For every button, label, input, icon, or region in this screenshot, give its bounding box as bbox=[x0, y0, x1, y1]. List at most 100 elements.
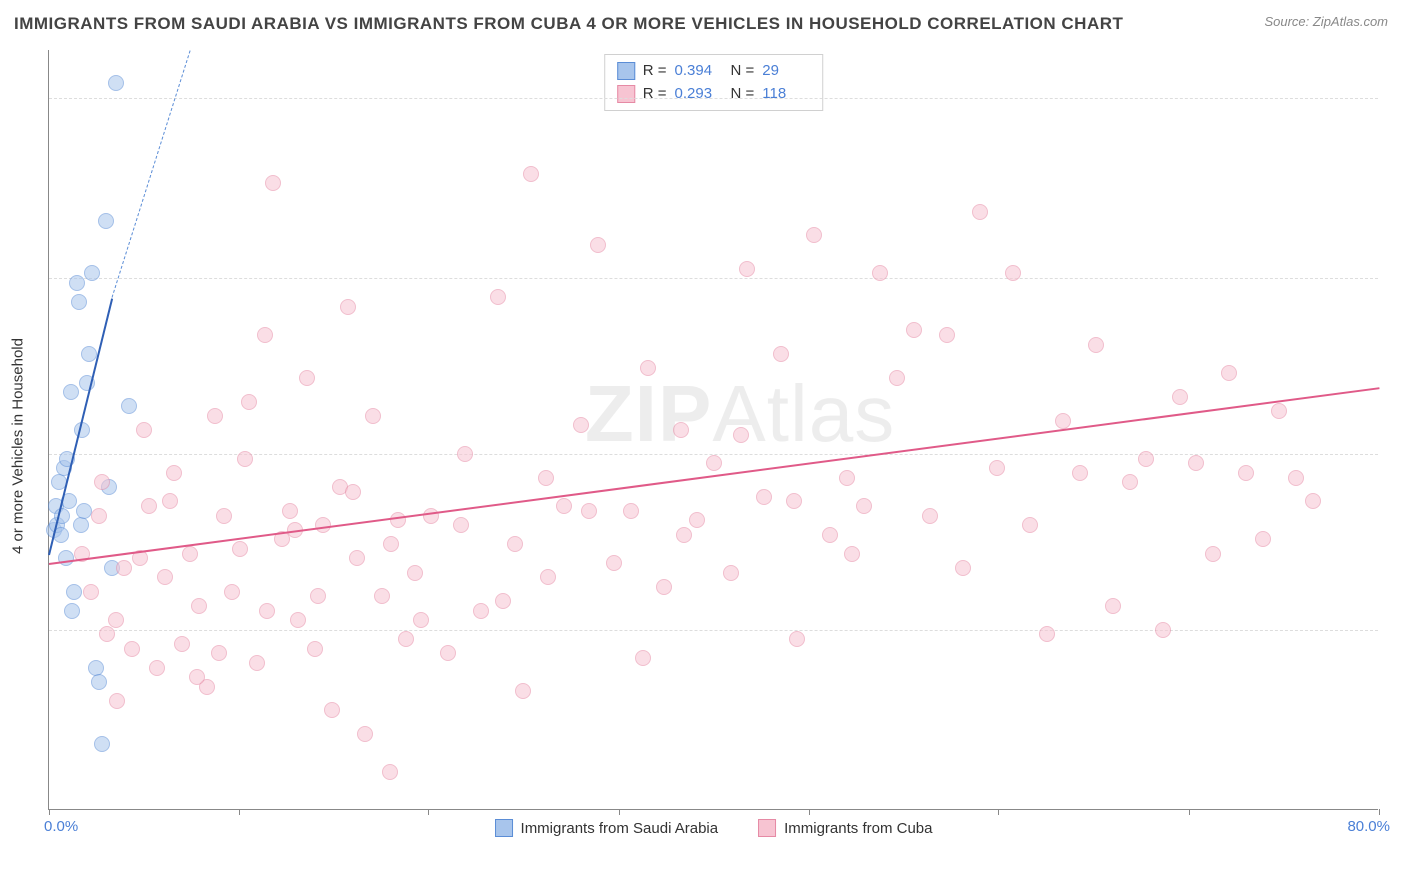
data-point-cuba bbox=[739, 261, 755, 277]
r-label: R = bbox=[643, 60, 667, 83]
data-point-cuba bbox=[149, 660, 165, 676]
trend-dash-saudi bbox=[112, 50, 191, 297]
data-point-cuba bbox=[116, 560, 132, 576]
legend-stats-row-saudi: R = 0.394 N = 29 bbox=[617, 60, 811, 83]
data-point-cuba bbox=[136, 422, 152, 438]
data-point-cuba bbox=[689, 512, 705, 528]
data-point-cuba bbox=[1138, 451, 1154, 467]
data-point-cuba bbox=[822, 527, 838, 543]
data-point-cuba bbox=[457, 446, 473, 462]
data-point-cuba bbox=[723, 565, 739, 581]
legend-item-saudi: Immigrants from Saudi Arabia bbox=[495, 819, 719, 837]
data-point-cuba bbox=[635, 650, 651, 666]
watermark-thin: Atlas bbox=[712, 369, 895, 458]
data-point-saudi bbox=[121, 398, 137, 414]
data-point-cuba bbox=[495, 593, 511, 609]
data-point-cuba bbox=[1305, 493, 1321, 509]
data-point-cuba bbox=[398, 631, 414, 647]
r-label: R = bbox=[643, 83, 667, 106]
data-point-cuba bbox=[515, 683, 531, 699]
legend-stats-row-cuba: R = 0.293 N = 118 bbox=[617, 83, 811, 106]
n-value-cuba: 118 bbox=[762, 83, 810, 106]
data-point-cuba bbox=[581, 503, 597, 519]
data-point-cuba bbox=[407, 565, 423, 581]
data-point-cuba bbox=[733, 427, 749, 443]
data-point-cuba bbox=[1288, 470, 1304, 486]
data-point-cuba bbox=[706, 455, 722, 471]
data-point-cuba bbox=[1088, 337, 1104, 353]
data-point-cuba bbox=[939, 327, 955, 343]
y-tick-label: 11.2% bbox=[1388, 270, 1406, 287]
data-point-cuba bbox=[955, 560, 971, 576]
data-point-cuba bbox=[623, 503, 639, 519]
legend-stats-box: R = 0.394 N = 29 R = 0.293 N = 118 bbox=[604, 54, 824, 111]
gridline-h bbox=[49, 278, 1378, 279]
data-point-cuba bbox=[473, 603, 489, 619]
data-point-cuba bbox=[640, 360, 656, 376]
n-label: N = bbox=[731, 83, 755, 106]
y-axis-label: 4 or more Vehicles in Household bbox=[10, 338, 27, 554]
data-point-saudi bbox=[64, 603, 80, 619]
watermark-bold: ZIP bbox=[585, 369, 712, 458]
data-point-cuba bbox=[249, 655, 265, 671]
data-point-cuba bbox=[290, 612, 306, 628]
x-tick-mark bbox=[239, 809, 240, 815]
data-point-cuba bbox=[538, 470, 554, 486]
data-point-saudi bbox=[108, 75, 124, 91]
swatch-saudi-bottom bbox=[495, 819, 513, 837]
data-point-cuba bbox=[241, 394, 257, 410]
data-point-cuba bbox=[889, 370, 905, 386]
data-point-cuba bbox=[786, 493, 802, 509]
data-point-cuba bbox=[141, 498, 157, 514]
data-point-cuba bbox=[1221, 365, 1237, 381]
data-point-cuba bbox=[673, 422, 689, 438]
series-name-cuba: Immigrants from Cuba bbox=[784, 820, 932, 837]
plot-area: ZIPAtlas R = 0.394 N = 29 R = 0.293 N = … bbox=[48, 50, 1378, 810]
data-point-cuba bbox=[1005, 265, 1021, 281]
data-point-cuba bbox=[872, 265, 888, 281]
data-point-cuba bbox=[676, 527, 692, 543]
x-tick-mark bbox=[1379, 809, 1380, 815]
x-tick-mark bbox=[1189, 809, 1190, 815]
data-point-saudi bbox=[73, 517, 89, 533]
data-point-cuba bbox=[523, 166, 539, 182]
trend-line-cuba bbox=[49, 387, 1379, 565]
swatch-cuba-bottom bbox=[758, 819, 776, 837]
data-point-cuba bbox=[299, 370, 315, 386]
data-point-saudi bbox=[69, 275, 85, 291]
data-point-cuba bbox=[91, 508, 107, 524]
data-point-cuba bbox=[1039, 626, 1055, 642]
data-point-saudi bbox=[63, 384, 79, 400]
data-point-cuba bbox=[374, 588, 390, 604]
data-point-cuba bbox=[383, 536, 399, 552]
x-tick-mark bbox=[49, 809, 50, 815]
data-point-cuba bbox=[1255, 531, 1271, 547]
x-tick-mark bbox=[619, 809, 620, 815]
x-tick-mark bbox=[428, 809, 429, 815]
data-point-cuba bbox=[382, 764, 398, 780]
gridline-h bbox=[49, 630, 1378, 631]
data-point-saudi bbox=[81, 346, 97, 362]
r-value-saudi: 0.394 bbox=[675, 60, 723, 83]
data-point-cuba bbox=[1072, 465, 1088, 481]
data-point-saudi bbox=[91, 674, 107, 690]
data-point-cuba bbox=[656, 579, 672, 595]
data-point-cuba bbox=[94, 474, 110, 490]
data-point-cuba bbox=[556, 498, 572, 514]
data-point-cuba bbox=[265, 175, 281, 191]
data-point-cuba bbox=[1122, 474, 1138, 490]
data-point-cuba bbox=[440, 645, 456, 661]
data-point-cuba bbox=[157, 569, 173, 585]
y-tick-label: 3.8% bbox=[1388, 621, 1406, 638]
data-point-cuba bbox=[906, 322, 922, 338]
data-point-cuba bbox=[1205, 546, 1221, 562]
data-point-cuba bbox=[166, 465, 182, 481]
chart-container: IMMIGRANTS FROM SAUDI ARABIA VS IMMIGRAN… bbox=[0, 0, 1406, 892]
data-point-cuba bbox=[844, 546, 860, 562]
data-point-cuba bbox=[282, 503, 298, 519]
data-point-cuba bbox=[345, 484, 361, 500]
data-point-saudi bbox=[71, 294, 87, 310]
data-point-cuba bbox=[590, 237, 606, 253]
data-point-cuba bbox=[310, 588, 326, 604]
data-point-saudi bbox=[94, 736, 110, 752]
